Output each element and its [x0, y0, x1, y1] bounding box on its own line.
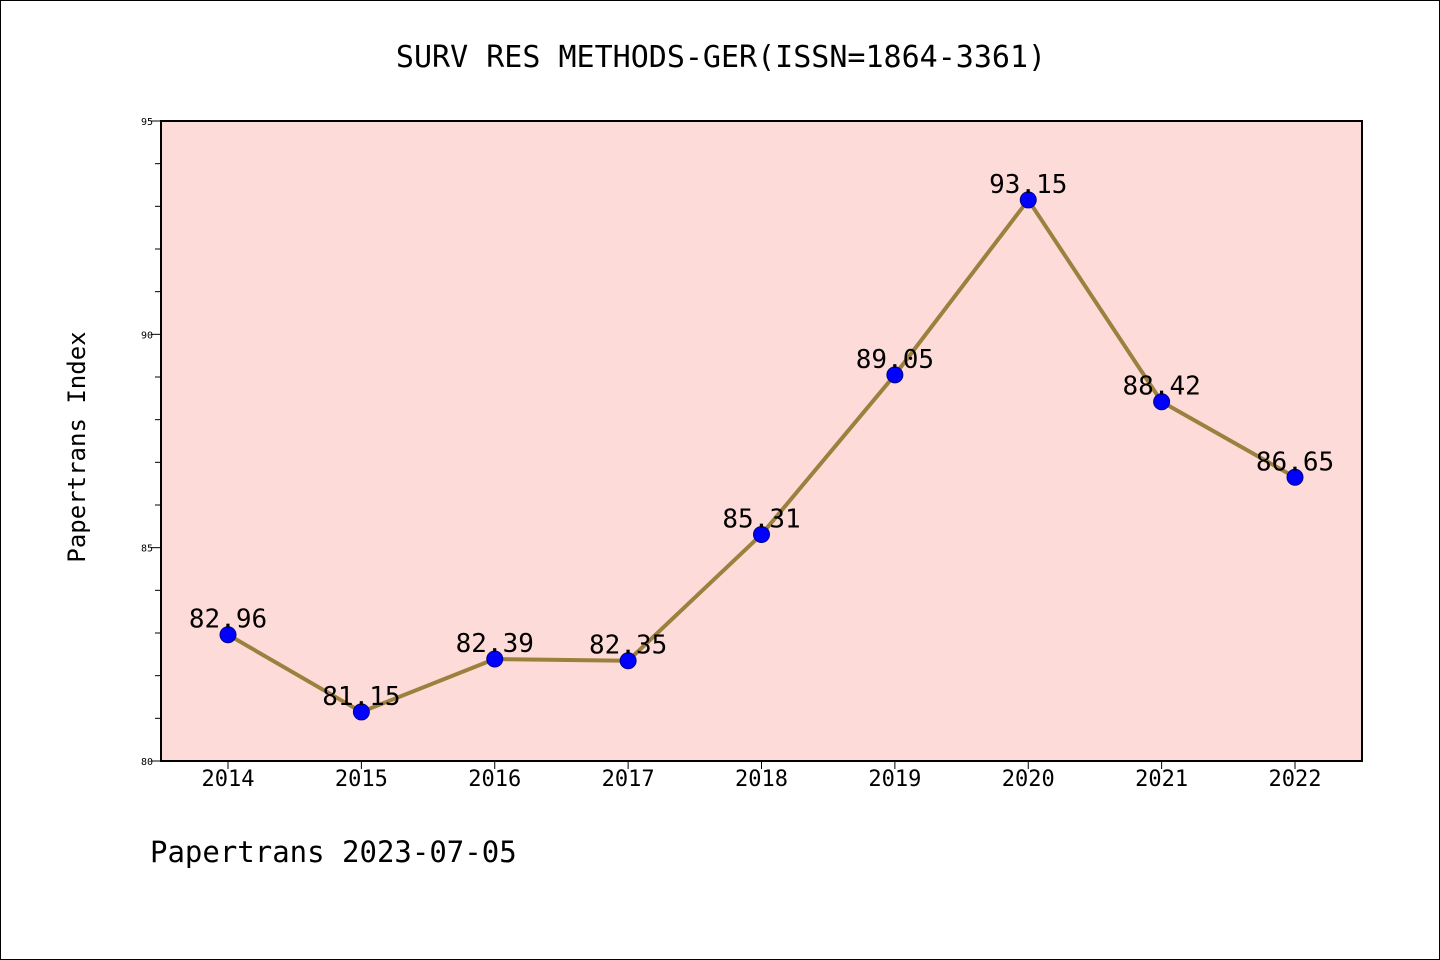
- data-label: 86.65: [1256, 447, 1334, 477]
- data-labels: 82.96 81.15 82.39 82.35 85.31 89.05 93.15 88.42…: [189, 170, 1334, 712]
- data-label: 93.15: [989, 170, 1067, 200]
- data-point: [1153, 393, 1171, 411]
- data-point: [352, 703, 370, 721]
- data-point: [886, 366, 904, 384]
- data-label: 82.96: [189, 605, 267, 635]
- x-tick-label: 2020: [1002, 767, 1055, 792]
- x-tick-label: 2017: [602, 767, 655, 792]
- data-label: 89.05: [856, 345, 934, 375]
- data-point: [619, 652, 637, 670]
- y-tick-label: 95: [141, 117, 153, 128]
- y-tick-label: 85: [141, 544, 153, 555]
- y-axis-label: Papertrans Index: [63, 331, 91, 562]
- data-markers: [219, 191, 1304, 721]
- x-tick-label: 2014: [202, 767, 255, 792]
- chart-title: SURV RES METHODS-GER(ISSN=1864-3361): [396, 40, 1046, 75]
- data-label: 81.15: [322, 682, 400, 712]
- x-tick-label: 2018: [735, 767, 788, 792]
- y-tick-label: 80: [141, 757, 153, 768]
- x-tick-label: 2021: [1135, 767, 1188, 792]
- data-point: [219, 626, 237, 644]
- x-tick-label: 2022: [1269, 767, 1322, 792]
- footer-text: Papertrans 2023-07-05: [150, 835, 517, 869]
- plot-area: [161, 121, 1362, 761]
- data-point: [1286, 468, 1304, 486]
- data-point: [753, 525, 770, 543]
- x-tick-label: 2015: [335, 767, 388, 792]
- data-label: 88.42: [1122, 372, 1200, 402]
- data-point: [486, 650, 504, 668]
- plot-border: [160, 120, 1363, 762]
- data-label: 85.31: [722, 504, 800, 534]
- y-axis: 80 85 90 95: [141, 117, 161, 768]
- data-label: 82.39: [456, 629, 534, 659]
- data-label: 82.35: [589, 631, 667, 661]
- y-tick-label: 90: [141, 330, 153, 341]
- x-axis: 2014 2015 2016 2017 2018 2019 2020 2021 2022: [202, 761, 1322, 792]
- x-tick-label: 2016: [468, 767, 521, 792]
- x-tick-label: 2019: [868, 767, 921, 792]
- data-point: [1019, 191, 1037, 209]
